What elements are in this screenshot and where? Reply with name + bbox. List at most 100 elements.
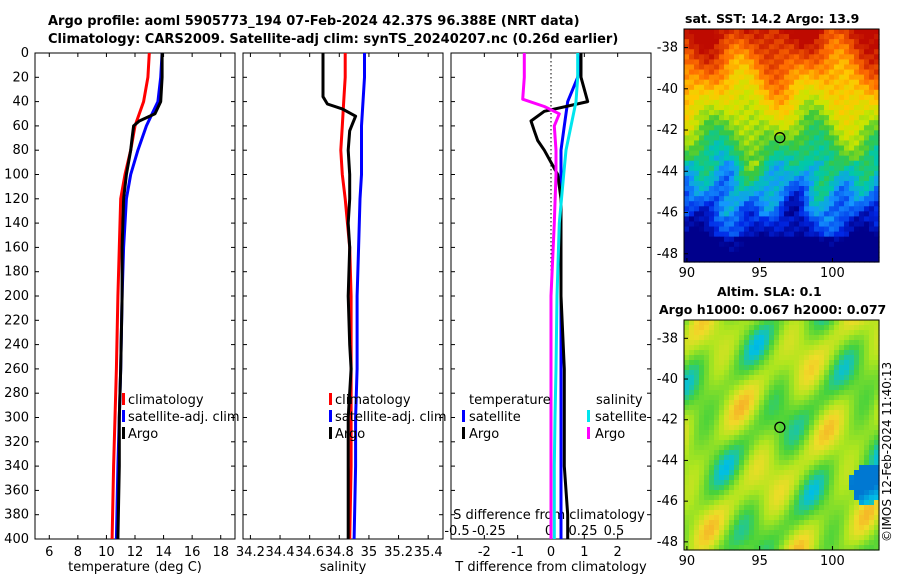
map-cell: [804, 135, 810, 142]
map-cell: [819, 480, 825, 486]
map-cell: [774, 211, 780, 218]
figure-title-line2: Climatology: CARS2009. Satellite-adj cli…: [48, 32, 619, 47]
map-cell: [769, 525, 775, 531]
map-cell: [744, 525, 750, 531]
map-cell: [694, 455, 700, 461]
map-cell: [759, 395, 765, 401]
map-cell: [784, 345, 790, 351]
map-cell: [849, 425, 855, 431]
map-cell: [839, 226, 845, 233]
map-cell: [779, 385, 785, 391]
map-cell: [689, 350, 695, 356]
map-cell: [749, 390, 755, 396]
map-cell: [874, 410, 880, 416]
map-cell: [704, 125, 710, 131]
map-cell: [759, 540, 765, 546]
map-cell: [849, 59, 855, 66]
map-cell: [839, 59, 845, 66]
map-cell: [739, 500, 745, 506]
map-cell: [779, 365, 785, 371]
map-cell: [834, 380, 840, 386]
map-cell: [809, 120, 815, 126]
map-cell: [719, 115, 725, 121]
map-cell: [739, 44, 745, 50]
map-cell: [844, 155, 850, 162]
map-cell: [804, 39, 810, 45]
map-cell: [809, 330, 815, 336]
map-cell: [734, 545, 740, 551]
map-cell: [789, 470, 795, 476]
map-cell: [814, 370, 820, 376]
map-cell: [839, 330, 845, 336]
map-cell: [814, 74, 820, 81]
map-cell: [779, 59, 785, 66]
map-cell: [769, 460, 775, 466]
map-cell: [814, 84, 820, 91]
map-cell: [769, 211, 775, 218]
map-cell: [769, 405, 775, 411]
map-cell: [854, 191, 860, 197]
map-cell: [819, 216, 825, 223]
map-cell: [694, 530, 700, 536]
map-cell: [784, 410, 790, 416]
map-cell: [819, 320, 825, 326]
map-cell: [824, 385, 830, 391]
map-cell: [809, 345, 815, 351]
map-cell: [809, 335, 815, 341]
map-cell: [804, 410, 810, 416]
map-cell: [714, 226, 720, 233]
map-cell: [749, 455, 755, 461]
map-cell: [719, 460, 725, 466]
map-cell: [694, 435, 700, 441]
legend-swatch: [329, 410, 332, 422]
map-cell: [804, 44, 810, 50]
map-cell: [774, 180, 780, 187]
map-cell: [764, 110, 770, 116]
map-cell: [794, 475, 800, 481]
map-cell: [769, 160, 775, 167]
map-cell: [799, 440, 805, 446]
map-cell: [814, 226, 820, 233]
map-cell: [684, 236, 690, 243]
map-cell: [864, 485, 870, 491]
map-cell: [864, 256, 870, 263]
map-cell: [844, 54, 850, 60]
map-cell: [814, 480, 820, 486]
map-cell: [829, 59, 835, 66]
map-cell: [869, 246, 875, 253]
map-cell: [794, 460, 800, 466]
map-cell: [734, 69, 740, 76]
map-cell: [759, 99, 765, 106]
map-cell: [864, 125, 870, 131]
map-cell: [689, 175, 695, 182]
map-cell: [814, 54, 820, 60]
map-cell: [764, 430, 770, 436]
map-cell: [839, 44, 845, 50]
map-cell: [759, 350, 765, 356]
map-cell: [824, 535, 830, 541]
map-cell: [799, 410, 805, 416]
map-cell: [749, 475, 755, 481]
map-cell: [774, 335, 780, 341]
map-cell: [704, 246, 710, 253]
map-cell: [709, 221, 715, 228]
x-axis-label: T difference from climatology: [454, 560, 647, 575]
y-tick-label: 200: [4, 289, 29, 304]
map-cell: [839, 201, 845, 207]
map-cell: [724, 221, 730, 228]
map-cell: [714, 435, 720, 441]
map-cell: [729, 465, 735, 471]
map-cell: [864, 445, 870, 451]
map-cell: [709, 460, 715, 466]
map-cell: [754, 415, 760, 421]
map-cell: [739, 84, 745, 91]
map-cell: [804, 510, 810, 516]
map-cell: [859, 400, 865, 406]
map-cell: [789, 110, 795, 116]
map-cell: [849, 375, 855, 381]
map-cell: [804, 226, 810, 233]
map-cell: [834, 480, 840, 486]
map-cell: [749, 395, 755, 401]
map-cell: [699, 236, 705, 243]
map-cell: [874, 485, 880, 491]
